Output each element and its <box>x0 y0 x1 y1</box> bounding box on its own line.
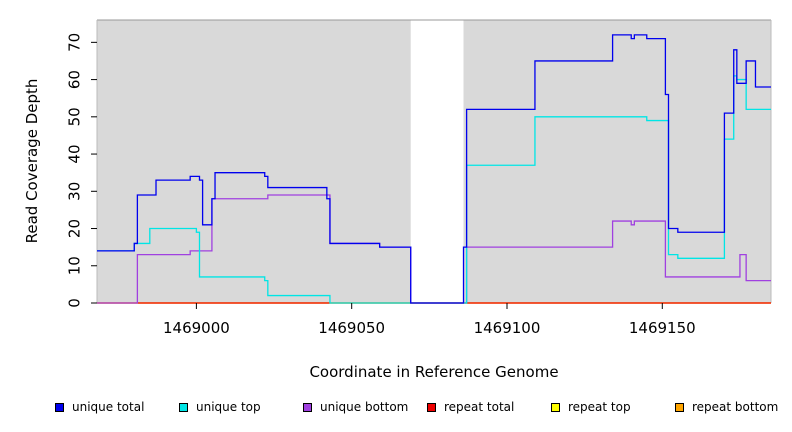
y-tick-label: 0 <box>66 298 84 308</box>
legend-item-unique-bottom: unique bottom <box>303 400 408 414</box>
legend-label: repeat top <box>568 400 631 414</box>
series-layer <box>97 34 771 304</box>
x-tick-label: 1469000 <box>163 319 230 337</box>
legend-item-unique-total: unique total <box>55 400 144 414</box>
legend-swatch <box>427 402 436 412</box>
legend-swatch <box>179 402 188 412</box>
x-tick-label: 1469050 <box>318 319 385 337</box>
coverage-chart: 0 10 20 30 40 50 60 70 1469000 1469050 1469100 1469… <box>23 19 772 381</box>
series-line-unique-total <box>97 34 771 304</box>
y-tick-label: 70 <box>66 33 84 52</box>
plot-area-left <box>97 20 411 303</box>
legend-swatch <box>675 402 684 412</box>
y-tick-label: 40 <box>66 145 84 164</box>
y-tick-label: 50 <box>66 107 84 126</box>
legend-swatch <box>303 402 312 412</box>
axis-layer: 0 10 20 30 40 50 60 70 1469000 1469050 1469100 1469… <box>66 33 696 337</box>
plot-area-right <box>463 20 771 303</box>
legend-swatch <box>551 402 560 412</box>
legend-item-unique-top: unique top <box>179 400 261 414</box>
legend-item-repeat-bottom: repeat bottom <box>675 400 778 414</box>
x-tick-label: 1469100 <box>474 319 541 337</box>
y-tick-label: 30 <box>66 182 84 201</box>
legend-label: unique bottom <box>320 400 409 414</box>
y-tick-label: 60 <box>66 70 84 89</box>
y-tick-label: 10 <box>66 256 84 275</box>
legend-label: unique total <box>72 400 145 414</box>
legend-label: unique top <box>196 400 261 414</box>
legend-swatch <box>55 402 64 412</box>
legend-label: repeat bottom <box>692 400 779 414</box>
legend: unique total unique top unique bottom repea… <box>0 400 792 420</box>
plot-background <box>96 19 772 303</box>
x-axis-title: Coordinate in Reference Genome <box>309 363 558 381</box>
legend-item-repeat-top: repeat top <box>551 400 631 414</box>
y-tick-label: 20 <box>66 219 84 238</box>
x-tick-label: 1469150 <box>629 319 696 337</box>
y-axis-title: Read Coverage Depth <box>23 79 41 244</box>
legend-item-repeat-total: repeat total <box>427 400 514 414</box>
legend-label: repeat total <box>444 400 515 414</box>
